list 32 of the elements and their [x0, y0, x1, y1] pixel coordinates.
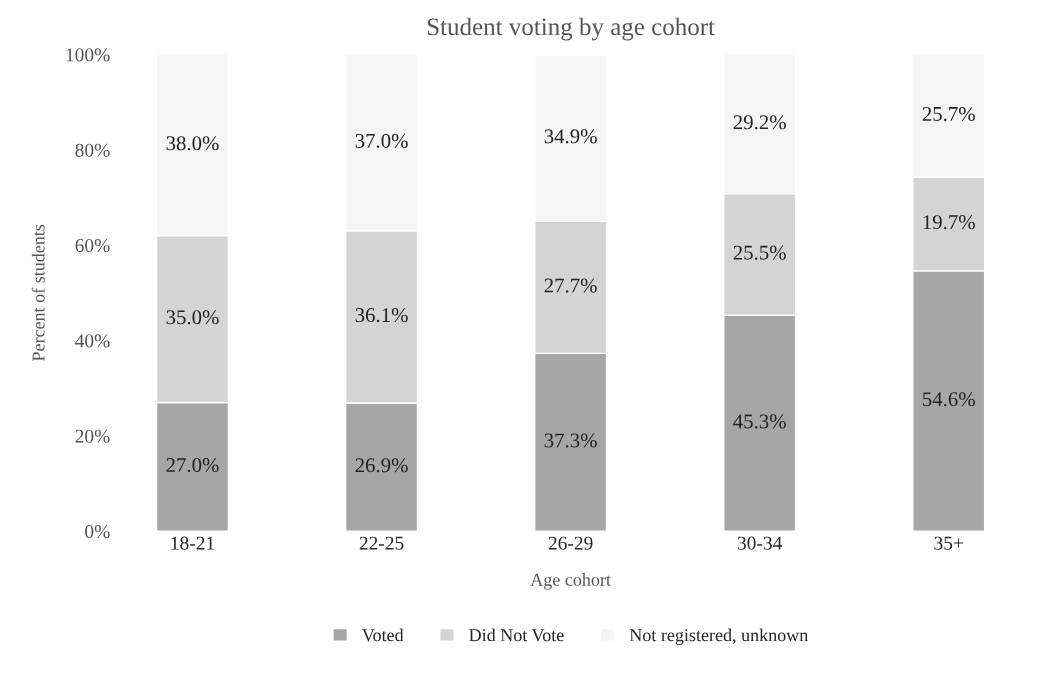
data-label: 27.7%	[544, 278, 597, 293]
chart-title: Student voting by age cohort	[427, 17, 715, 41]
x-axis-title: Age cohort	[530, 573, 611, 590]
x-tick-label: 35+	[934, 536, 963, 550]
data-label: 35.0%	[166, 310, 219, 325]
y-axis-title: Percent of students	[31, 224, 45, 362]
data-label: 37.3%	[544, 433, 597, 448]
data-label: 27.0%	[166, 457, 219, 473]
y-tick-label: 20%	[75, 429, 110, 443]
x-tick-label: 22-25	[359, 536, 404, 550]
y-tick-label: 100%	[66, 48, 110, 62]
data-label: 54.6%	[923, 392, 975, 407]
y-tick-label: 60%	[75, 238, 110, 253]
data-label: 25.5%	[733, 245, 786, 260]
legend-label: Voted	[362, 628, 404, 642]
x-tick-label: 26-29	[548, 536, 593, 550]
data-label: 25.7%	[922, 106, 975, 122]
data-label: 37.0%	[355, 133, 408, 148]
x-tick-label: 30-34	[737, 536, 783, 550]
data-label: 19.7%	[923, 215, 975, 230]
y-tick-label: 40%	[75, 334, 110, 348]
y-tick-label: 80%	[75, 143, 110, 157]
legend-label: Not registered, unknown	[629, 628, 809, 645]
data-label: 29.2%	[733, 115, 786, 130]
y-tick-label: 0%	[85, 525, 110, 539]
x-tick-label: 18-21	[171, 536, 215, 550]
data-label: 26.9%	[355, 458, 408, 473]
data-label: 34.9%	[544, 129, 597, 144]
data-label: 45.3%	[733, 414, 786, 429]
legend-label: Did Not Vote	[469, 628, 564, 642]
data-label: 36.1%	[355, 308, 408, 323]
data-label: 38.0%	[166, 136, 219, 151]
